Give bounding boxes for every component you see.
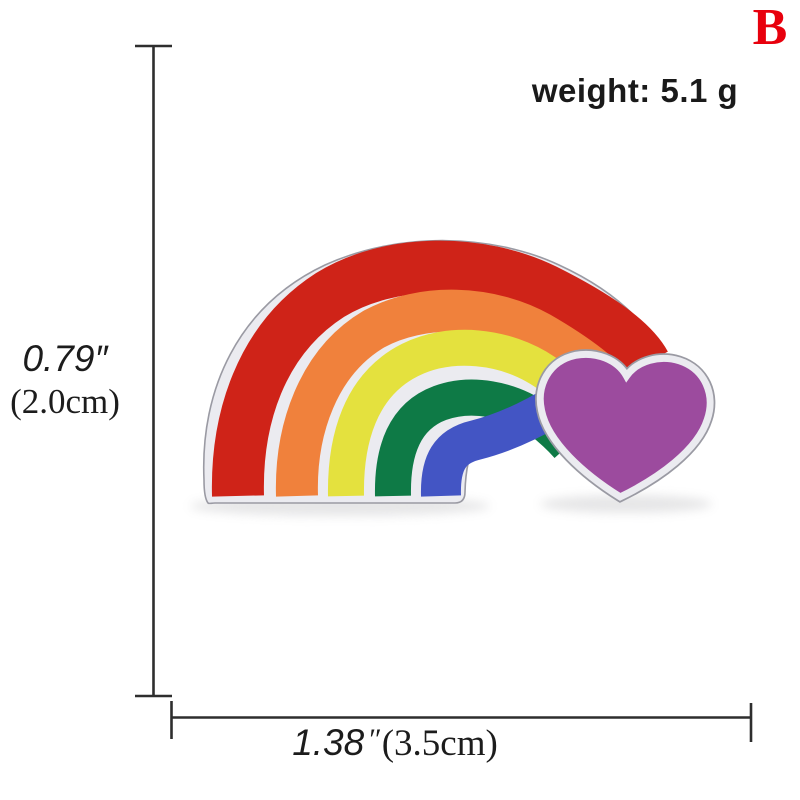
height-dimension-line (135, 44, 172, 698)
heart-shape (535, 349, 716, 503)
height-metric-value: (2.0cm) (10, 382, 120, 421)
weight-caption: weight: 5.1 g (531, 72, 739, 109)
width-inches-value: 1.38 (292, 722, 365, 763)
width-metric-value: (3.5cm) (381, 723, 498, 764)
width-inches-prime-mark: ″ (369, 723, 382, 756)
height-inches-value: 0.79″ (22, 338, 108, 379)
heart-enamel (536, 350, 714, 501)
width-dimension-line (170, 701, 753, 742)
rainbow-band-red (211, 240, 668, 497)
variant-label: B (752, 0, 788, 56)
width-measurement-label: 1.38 ″(3.5cm) (230, 722, 560, 765)
height-measurement-label: 0.79″ (2.0cm) (0, 338, 130, 424)
rainbow-heart-pin (190, 239, 716, 516)
